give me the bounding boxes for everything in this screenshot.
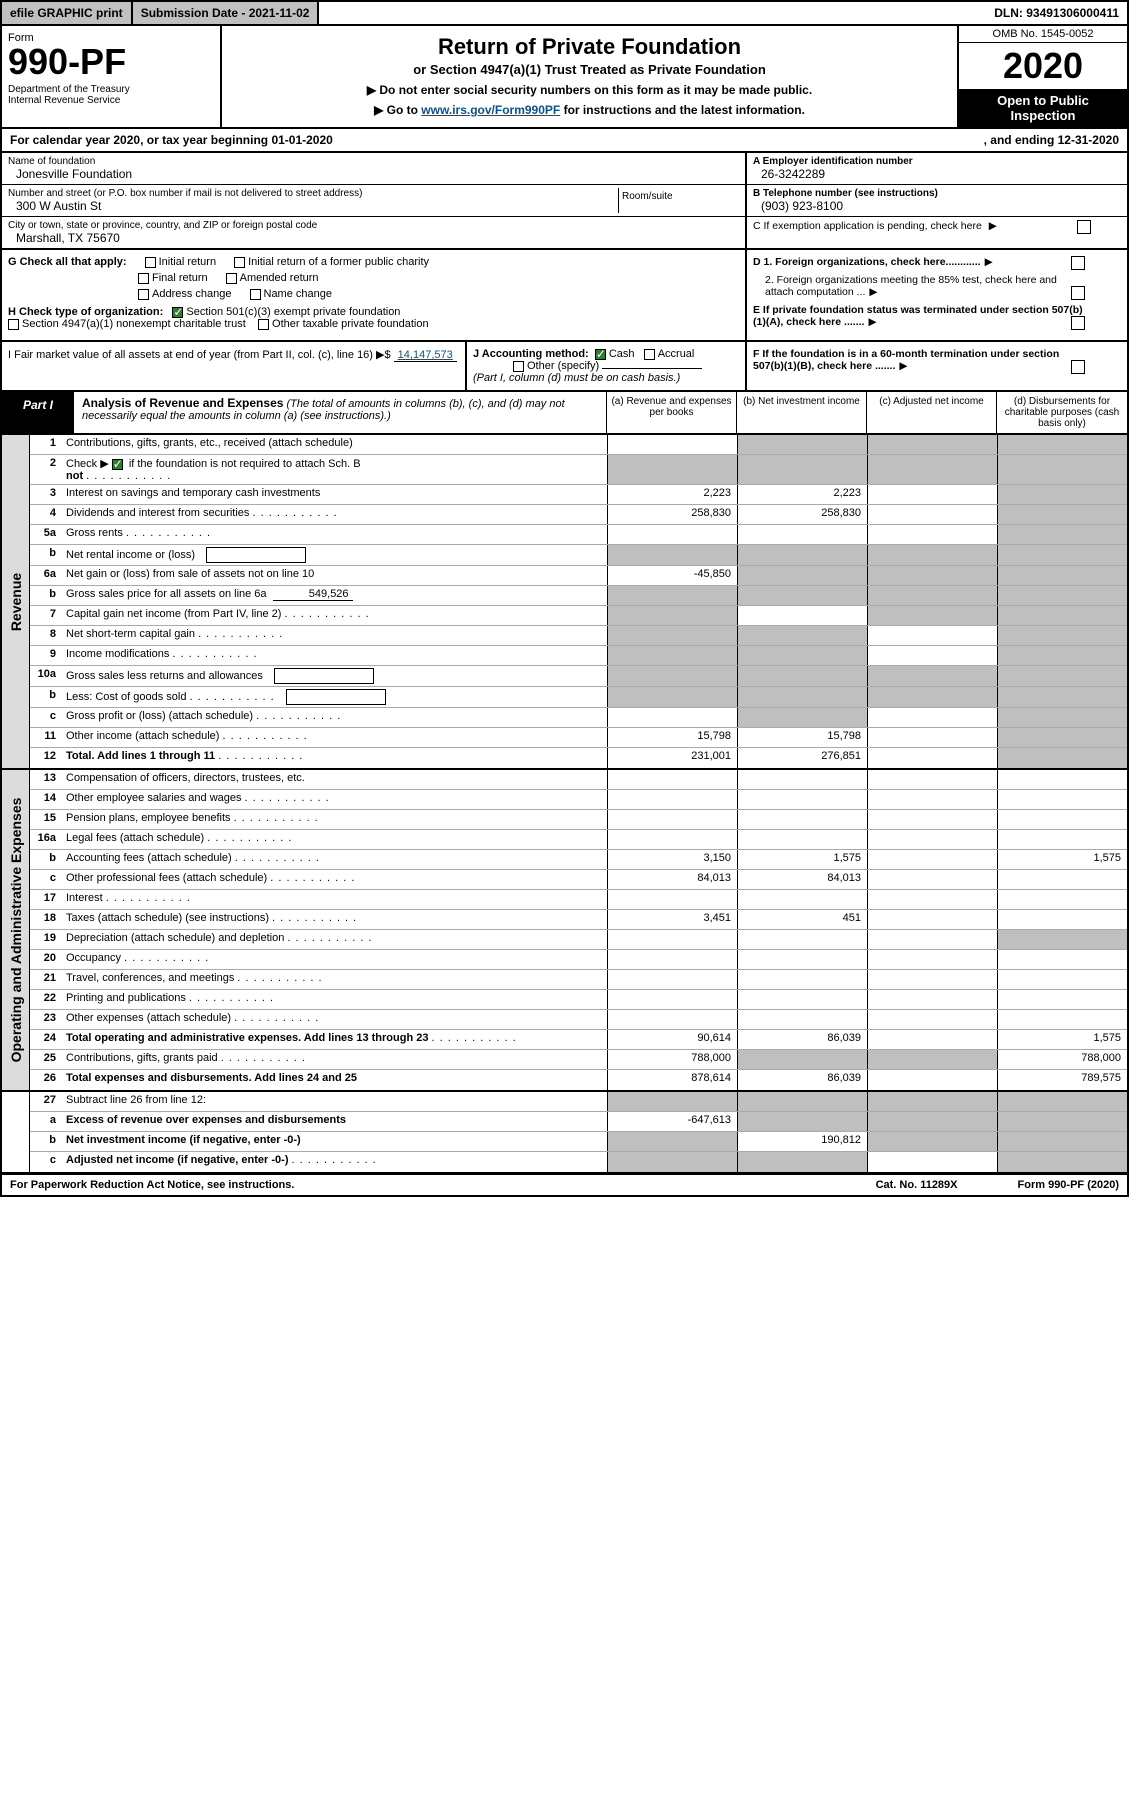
c-exemption-label: C If exemption application is pending, c… [753, 220, 982, 232]
h-501c3-cb[interactable] [172, 307, 183, 318]
d1-checkbox[interactable] [1071, 256, 1085, 270]
cat-no: Cat. No. 11289X [876, 1179, 958, 1191]
instr-ssn: ▶ Do not enter social security numbers o… [234, 83, 945, 97]
addr-label: Number and street (or P.O. box number if… [8, 188, 618, 199]
efile-print-button[interactable]: efile GRAPHIC print [2, 2, 133, 24]
revenue-side-label: Revenue [8, 572, 24, 630]
h-other-taxable-cb[interactable] [258, 319, 269, 330]
d2-checkbox[interactable] [1071, 286, 1085, 300]
i-fmv-value[interactable]: 14,147,573 [394, 349, 457, 362]
f-checkbox[interactable] [1071, 360, 1085, 374]
g-initial-former-cb[interactable] [234, 257, 245, 268]
g-address-change-cb[interactable] [138, 289, 149, 300]
opex-side-label: Operating and Administrative Expenses [8, 798, 24, 1063]
i-fmv-label: I Fair market value of all assets at end… [8, 349, 391, 361]
g-name-change-cb[interactable] [250, 289, 261, 300]
j-other-cb[interactable] [513, 361, 524, 372]
h-4947-cb[interactable] [8, 319, 19, 330]
gross-sales-10a-input[interactable] [274, 668, 374, 684]
g-final-return-cb[interactable] [138, 273, 149, 284]
col-c-head: (c) Adjusted net income [867, 392, 997, 433]
city-state-zip: Marshall, TX 75670 [8, 231, 739, 245]
submission-date: Submission Date - 2021-11-02 [133, 2, 320, 24]
form-subtitle: or Section 4947(a)(1) Trust Treated as P… [234, 62, 945, 77]
room-label: Room/suite [619, 188, 739, 205]
j-accrual-cb[interactable] [644, 349, 655, 360]
cogs-input[interactable] [286, 689, 386, 705]
line27-section: 27Subtract line 26 from line 12: aExcess… [0, 1092, 1129, 1174]
g-label: G Check all that apply: [8, 256, 127, 268]
j-cash-cb[interactable] [595, 349, 606, 360]
page-footer: For Paperwork Reduction Act Notice, see … [0, 1174, 1129, 1197]
check-apply-section: G Check all that apply: Initial return I… [0, 250, 1129, 342]
form-title: Return of Private Foundation [234, 34, 945, 60]
e-checkbox[interactable] [1071, 316, 1085, 330]
col-a-head: (a) Revenue and expenses per books [607, 392, 737, 433]
h-label: H Check type of organization: [8, 306, 163, 318]
irs-link[interactable]: www.irs.gov/Form990PF [421, 103, 560, 117]
opex-section: Operating and Administrative Expenses 13… [0, 770, 1129, 1092]
paperwork-notice: For Paperwork Reduction Act Notice, see … [10, 1179, 876, 1191]
dln: DLN: 93491306000411 [986, 2, 1127, 24]
g-amended-cb[interactable] [226, 273, 237, 284]
street-address: 300 W Austin St [8, 199, 618, 213]
tax-year: 2020 [959, 43, 1127, 89]
col-b-head: (b) Net investment income [737, 392, 867, 433]
part1-header: Part I Analysis of Revenue and Expenses … [0, 392, 1129, 435]
schb-checkbox[interactable] [112, 459, 123, 470]
c-checkbox[interactable] [1077, 220, 1091, 234]
calendar-year-row: For calendar year 2020, or tax year begi… [0, 129, 1129, 153]
dept-treasury: Department of the Treasury Internal Reve… [8, 84, 214, 106]
ein-value: 26-3242289 [753, 167, 1121, 181]
part1-label: Part I [2, 392, 74, 433]
g-initial-return-cb[interactable] [145, 257, 156, 268]
foundation-name: Jonesville Foundation [8, 167, 739, 181]
rental-income-input[interactable] [206, 547, 306, 563]
col-d-head: (d) Disbursements for charitable purpose… [997, 392, 1127, 433]
gross-sales-6b: 549,526 [273, 588, 353, 601]
open-to-public: Open to Public Inspection [959, 89, 1127, 127]
hij-row: I Fair market value of all assets at end… [0, 342, 1129, 392]
form-header: Form 990-PF Department of the Treasury I… [0, 26, 1129, 129]
phone-value: (903) 923-8100 [753, 199, 1121, 213]
phone-label: B Telephone number (see instructions) [753, 188, 1121, 199]
ein-label: A Employer identification number [753, 156, 1121, 167]
entity-block: Name of foundation Jonesville Foundation… [0, 153, 1129, 250]
top-bar: efile GRAPHIC print Submission Date - 20… [0, 0, 1129, 26]
omb-number: OMB No. 1545-0052 [959, 26, 1127, 43]
revenue-section: Revenue 1Contributions, gifts, grants, e… [0, 435, 1129, 770]
name-label: Name of foundation [8, 156, 739, 167]
form-number: 990-PF [8, 44, 214, 80]
instr-goto: ▶ Go to www.irs.gov/Form990PF for instru… [234, 103, 945, 117]
form-footer-label: Form 990-PF (2020) [1018, 1179, 1119, 1191]
city-label: City or town, state or province, country… [8, 220, 739, 231]
j-note: (Part I, column (d) must be on cash basi… [473, 372, 739, 384]
